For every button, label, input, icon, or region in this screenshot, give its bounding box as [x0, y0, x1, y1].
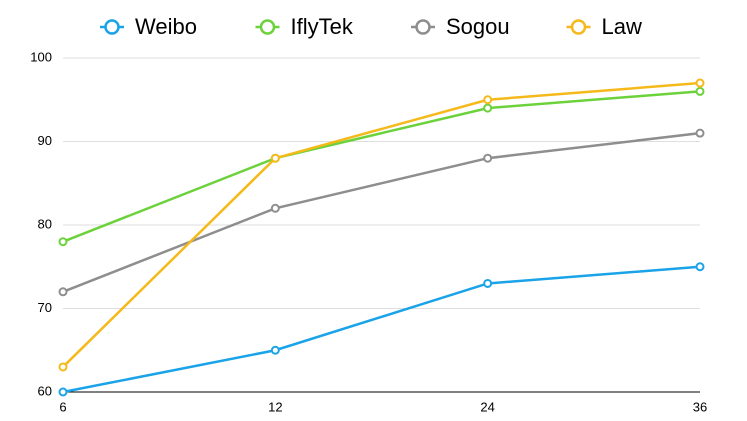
y-tick-label: 70 [38, 300, 52, 315]
point [58, 237, 68, 247]
legend-label: Weibo [135, 14, 197, 39]
point [695, 86, 705, 96]
point [58, 287, 68, 297]
x-tick-label: 6 [59, 399, 66, 414]
point [695, 128, 705, 138]
y-tick-label: 80 [38, 216, 52, 231]
legend-marker [570, 19, 587, 35]
legend-label: IflyTek [291, 14, 354, 39]
y-tick-label: 60 [38, 383, 52, 398]
series-line [62, 131, 701, 293]
point [483, 278, 493, 288]
legend-label: Sogou [446, 14, 510, 39]
x-tick-label: 36 [693, 399, 707, 414]
legend-marker [415, 19, 431, 35]
point [58, 362, 68, 372]
point [483, 153, 493, 163]
point [270, 345, 280, 355]
point [270, 153, 280, 163]
x-tick-label: 24 [480, 399, 494, 414]
y-tick-label: 90 [38, 133, 52, 148]
series-line [62, 81, 701, 368]
x-tick-label: 12 [268, 399, 282, 414]
legend-marker [259, 19, 276, 35]
point [270, 203, 280, 213]
legend-marker [104, 19, 120, 35]
point [695, 262, 705, 272]
point [58, 387, 68, 397]
point [483, 103, 493, 113]
legend-label: Law [602, 14, 642, 39]
series-line [62, 90, 701, 243]
series-line [62, 265, 701, 394]
point [695, 78, 705, 88]
point [483, 95, 493, 105]
y-tick-label: 100 [30, 49, 52, 64]
